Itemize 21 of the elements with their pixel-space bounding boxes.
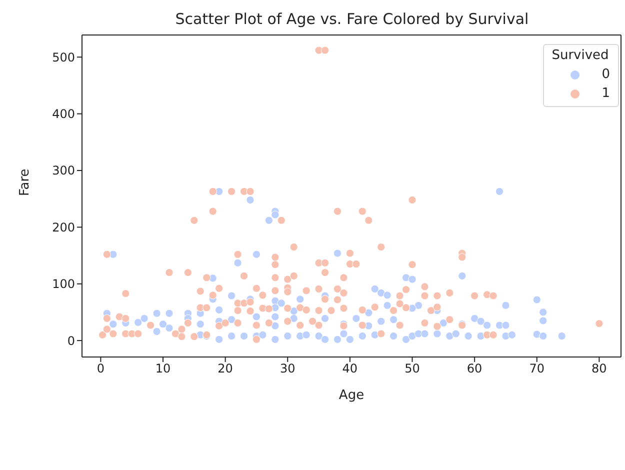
x-axis-title: Age: [338, 388, 364, 403]
legend-title: Survived: [552, 48, 610, 63]
y-tick-label: 0: [67, 334, 75, 348]
x-tick-label: 40: [342, 362, 358, 376]
legend-label: 0: [602, 67, 610, 82]
x-tick-label: 20: [218, 362, 233, 376]
chart-title: Scatter Plot of Age vs. Fare Colored by Survival: [174, 10, 530, 28]
x-tick-label: 30: [280, 362, 296, 376]
x-tick-label: 10: [155, 362, 171, 376]
y-tick-label: 500: [52, 50, 75, 64]
y-tick-label: 200: [52, 220, 75, 234]
y-tick-label: 400: [52, 107, 75, 122]
y-axis-title: Fare: [18, 168, 33, 196]
legend-label: 1: [602, 86, 610, 101]
y-tick-label: 100: [52, 277, 75, 292]
y-tick-label: 300: [52, 164, 75, 178]
x-tick-label: 0: [96, 362, 105, 376]
x-tick-label: 60: [466, 362, 482, 376]
x-tick-label: 70: [529, 362, 545, 376]
x-tick-label: 50: [404, 362, 420, 376]
x-tick-label: 80: [592, 362, 607, 376]
